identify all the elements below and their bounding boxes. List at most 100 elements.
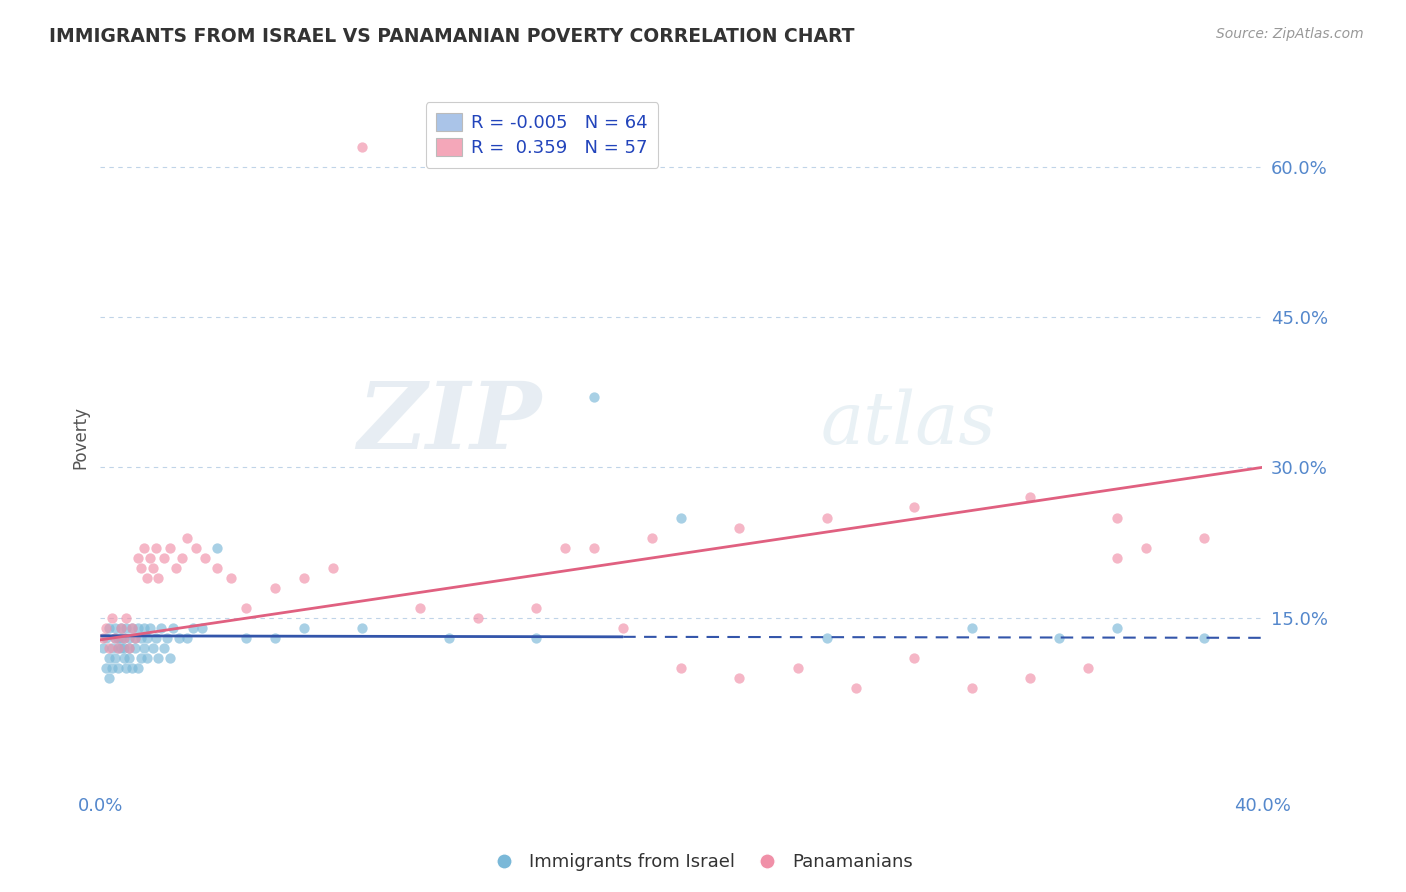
Point [110,621,132,635]
Point [191,621,214,635]
Point [135,651,157,665]
Point [583,390,606,404]
Point [205,541,228,555]
Point [409,600,432,615]
Point [1018,491,1040,505]
Point [112,631,135,645]
Point [263,581,285,595]
Point [322,560,344,574]
Point [728,520,751,534]
Point [176,531,198,545]
Point [101,611,124,625]
Point [156,631,179,645]
Point [167,631,190,645]
Point [153,640,176,655]
Point [142,560,165,574]
Point [583,541,606,555]
Point [467,611,489,625]
Point [96,631,118,645]
Point [101,661,124,675]
Point [205,560,228,574]
Point [162,621,184,635]
Point [960,681,983,695]
Point [115,621,138,635]
Point [235,631,257,645]
Point [612,621,634,635]
Point [145,541,167,555]
Point [112,651,135,665]
Point [124,640,146,655]
Point [815,631,838,645]
Point [148,571,170,585]
Point [132,621,155,635]
Text: IMMIGRANTS FROM ISRAEL VS PANAMANIAN POVERTY CORRELATION CHART: IMMIGRANTS FROM ISRAEL VS PANAMANIAN POV… [49,27,855,45]
Point [98,651,121,665]
Point [1018,671,1040,685]
Point [107,661,129,675]
Point [142,640,165,655]
Point [129,651,152,665]
Point [786,661,808,675]
Point [96,621,118,635]
Point [1192,531,1215,545]
Point [186,541,208,555]
Point [104,631,127,645]
Point [1105,621,1128,635]
Point [138,621,160,635]
Point [104,631,127,645]
Point [350,621,373,635]
Point [150,621,173,635]
Point [138,550,160,565]
Point [263,631,285,645]
Legend: R = -0.005   N = 64, R =  0.359   N = 57: R = -0.005 N = 64, R = 0.359 N = 57 [426,103,658,168]
Point [118,640,141,655]
Point [121,621,143,635]
Point [292,571,315,585]
Point [845,681,868,695]
Point [98,621,121,635]
Point [145,631,167,645]
Point [181,621,204,635]
Point [91,631,114,645]
Point [671,661,693,675]
Point [104,621,127,635]
Point [124,631,146,645]
Point [107,640,129,655]
Point [903,651,925,665]
Point [110,621,132,635]
Point [98,640,121,655]
Point [524,600,547,615]
Point [121,661,143,675]
Point [110,631,132,645]
Point [107,631,129,645]
Point [132,541,155,555]
Point [148,651,170,665]
Point [118,631,141,645]
Point [115,661,138,675]
Point [127,661,149,675]
Point [1047,631,1070,645]
Point [671,510,693,524]
Point [112,631,135,645]
Point [159,651,181,665]
Point [1077,661,1099,675]
Legend: Immigrants from Israel, Panamanians: Immigrants from Israel, Panamanians [485,847,921,879]
Point [129,560,152,574]
Text: atlas: atlas [821,388,997,458]
Point [118,640,141,655]
Point [129,631,152,645]
Point [1192,631,1215,645]
Point [235,600,257,615]
Point [107,640,129,655]
Point [437,631,460,645]
Point [101,640,124,655]
Point [554,541,576,555]
Point [135,571,157,585]
Point [815,510,838,524]
Y-axis label: Poverty: Poverty [72,406,89,469]
Point [159,541,181,555]
Point [127,550,149,565]
Point [132,640,155,655]
Point [104,651,127,665]
Point [194,550,217,565]
